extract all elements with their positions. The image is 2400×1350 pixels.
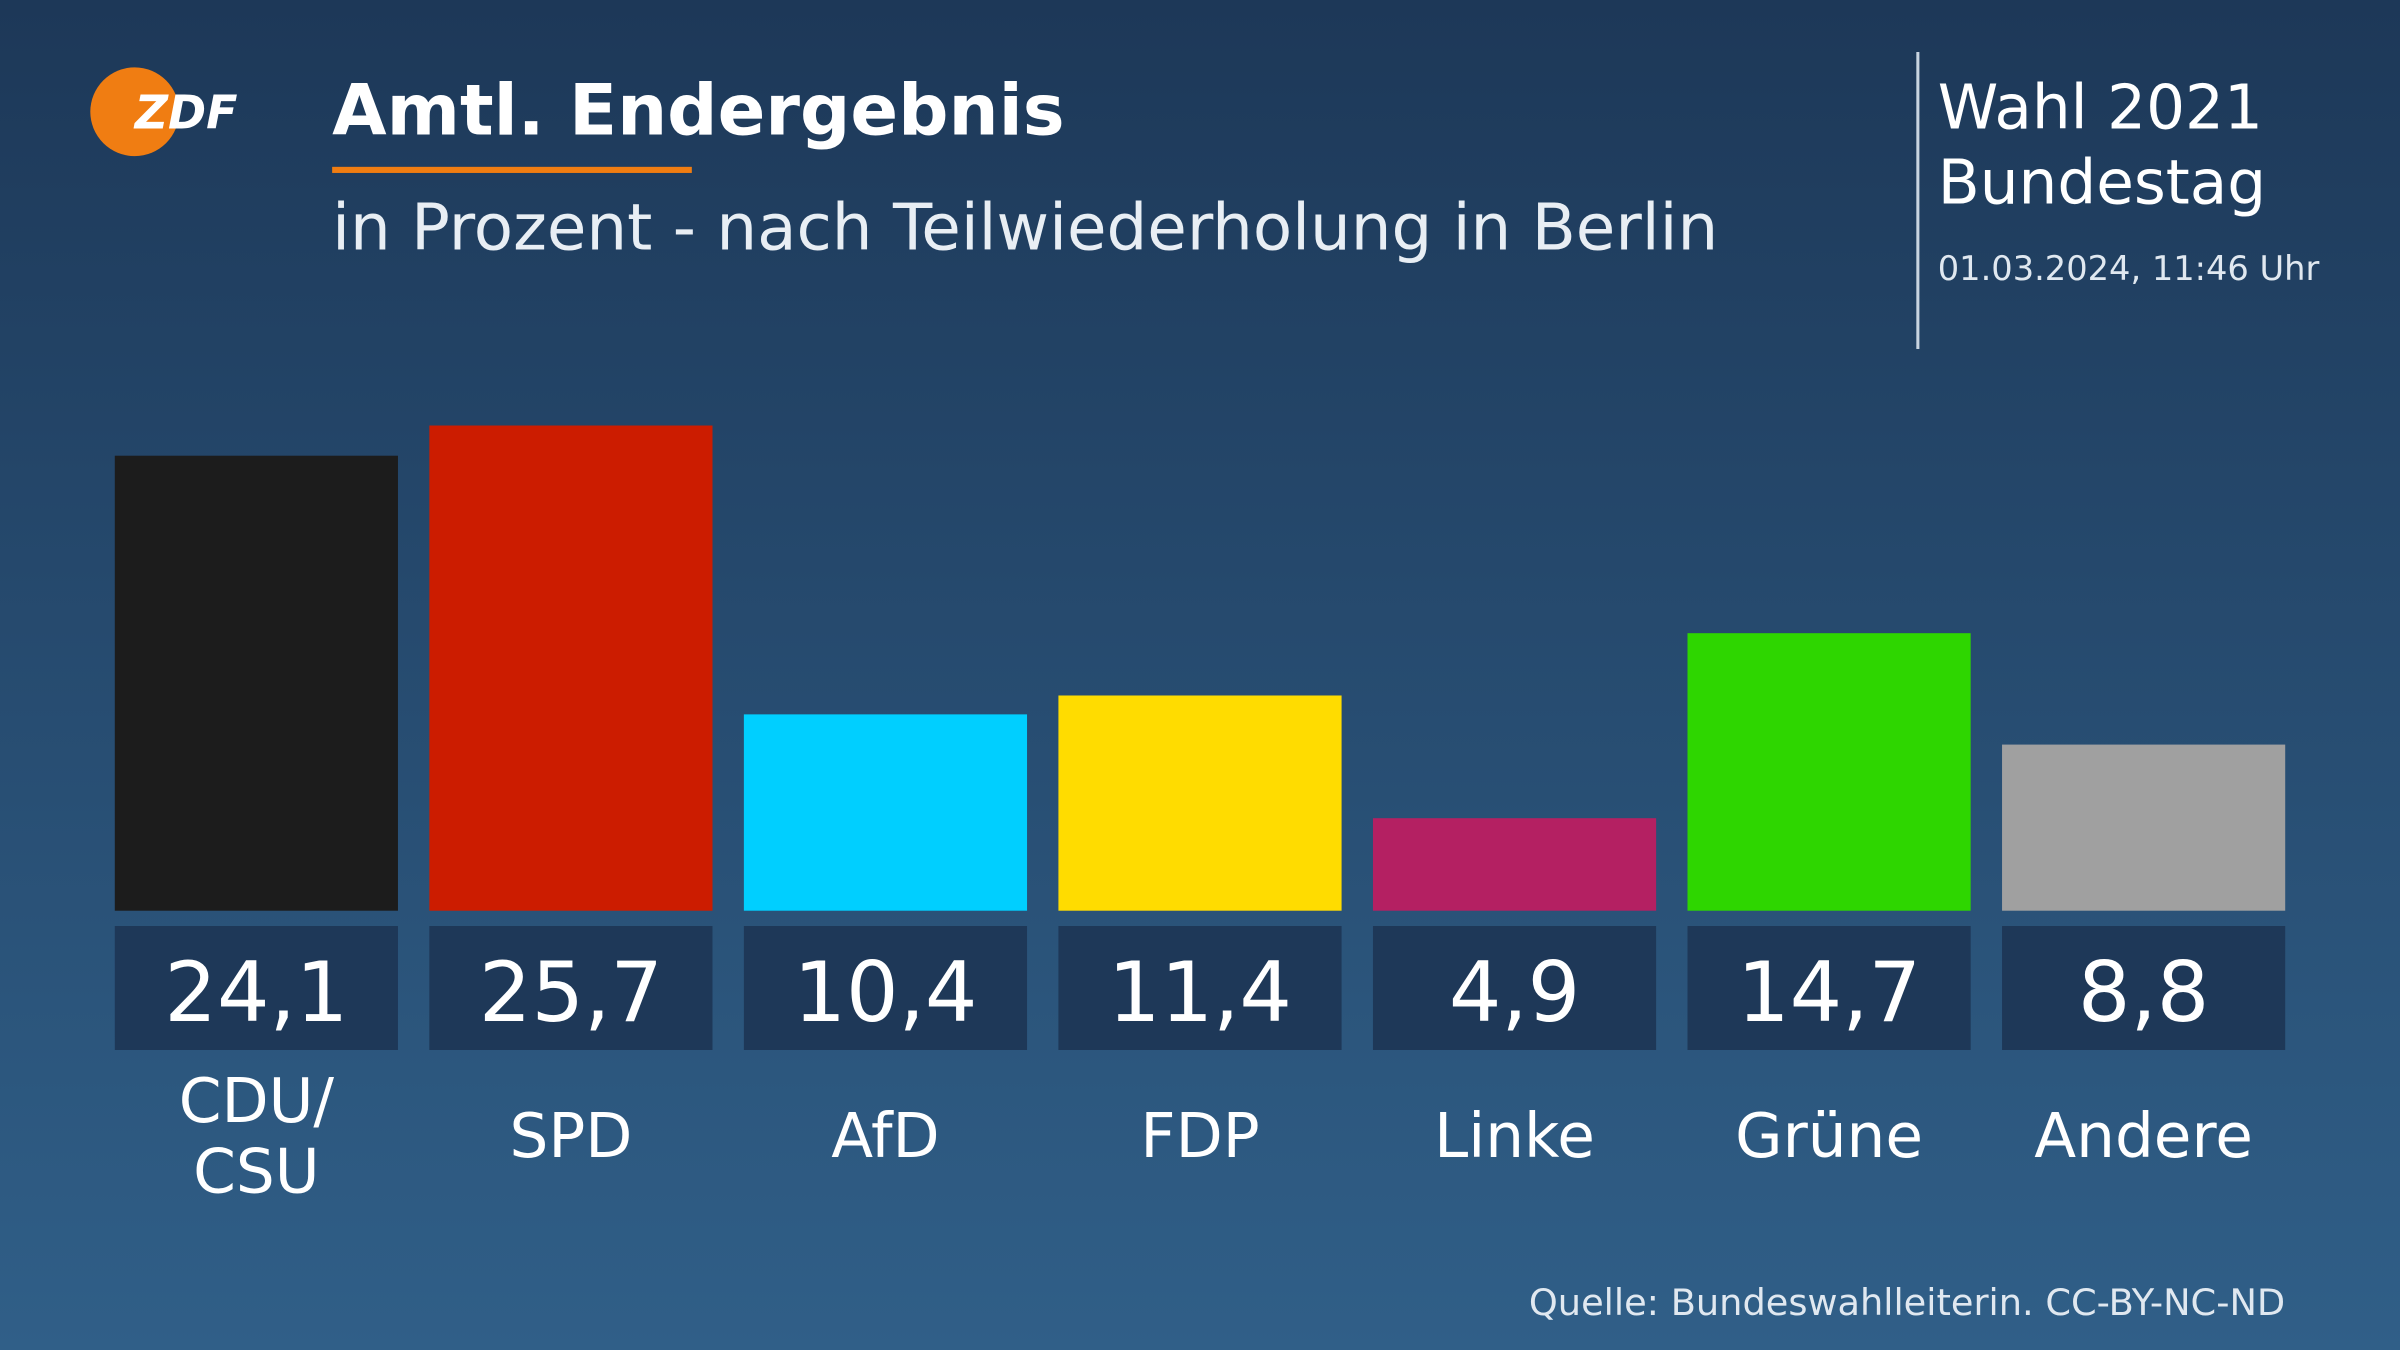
subtitle: in Prozent - nach Teilwiederholung in Be…: [332, 190, 1718, 265]
value-label: 25,7: [479, 945, 663, 1041]
value-box: [1372, 926, 1657, 1050]
value-label: 24,1: [164, 945, 348, 1041]
value-box: [1058, 926, 1342, 1050]
x-tick-label: SPD: [509, 1101, 632, 1172]
source: Quelle: Bundeswahlleiterin. CC-BY-NC-ND: [1529, 1281, 2285, 1324]
x-tick-label: Grüne: [1735, 1101, 1923, 1172]
bar: [1687, 633, 1971, 911]
value-label: 10,4: [793, 945, 977, 1041]
value-box: [2002, 926, 2286, 1050]
x-tick-label: Linke: [1434, 1101, 1595, 1172]
chart-title: Amtl. Endergebnis: [332, 70, 1065, 152]
timestamp: 01.03.2024, 11:46 Uhr: [1938, 249, 2320, 288]
value-box: [429, 926, 713, 1050]
bar: [114, 455, 398, 911]
value-box: [1687, 926, 1971, 1050]
bar: [2002, 744, 2286, 911]
election: Wahl 2021: [1938, 73, 2263, 144]
value-label: 8,8: [2078, 945, 2209, 1041]
title-underline: [332, 166, 692, 173]
bar: [1058, 695, 1342, 911]
value-label: 4,9: [1449, 945, 1580, 1041]
logo: ZDF: [133, 86, 238, 140]
bar: [1372, 818, 1657, 911]
value-box: [743, 926, 1028, 1050]
value-label: 11,4: [1108, 945, 1292, 1041]
x-tick-label: AfD: [831, 1101, 939, 1172]
bar: [743, 714, 1028, 911]
x-tick-label: FDP: [1140, 1101, 1259, 1172]
x-tick-label: CDU/CSU: [179, 1066, 335, 1207]
value-box: [114, 926, 398, 1050]
value-label: 14,7: [1737, 945, 1921, 1041]
election-body: Bundestag: [1938, 148, 2266, 219]
bar: [429, 425, 713, 911]
logo-circle: [90, 67, 180, 157]
x-tick-label: Andere: [2034, 1101, 2253, 1172]
